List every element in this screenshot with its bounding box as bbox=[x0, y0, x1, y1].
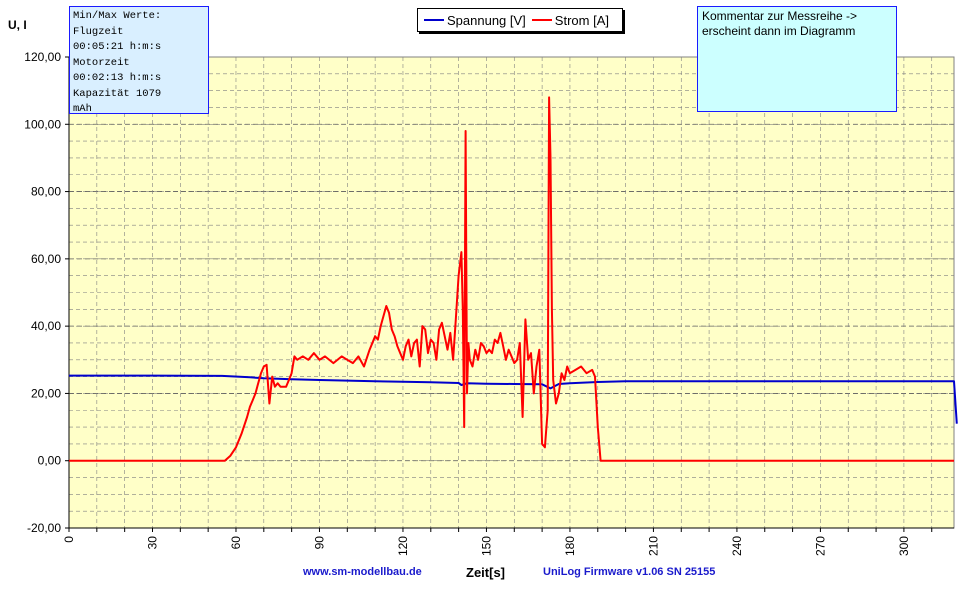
y-tick-label: 0,00 bbox=[38, 454, 62, 468]
comment-line-1: Kommentar zur Messreihe -> bbox=[702, 9, 858, 23]
x-tick-label: 240 bbox=[730, 536, 744, 556]
firmware-label: UniLog Firmware v1.06 SN 25155 bbox=[543, 566, 716, 578]
voltage-swatch bbox=[424, 19, 444, 21]
minmax-info-box: Min/Max Werte: Flugzeit 00:05:21 h:m:s M… bbox=[69, 6, 209, 115]
minmax-line: mAh bbox=[73, 103, 92, 115]
x-tick-label: 180 bbox=[563, 536, 577, 556]
x-tick-label: 300 bbox=[897, 536, 911, 556]
minmax-line: Min/Max Werte: bbox=[73, 10, 162, 22]
legend-label-current: Strom [A] bbox=[554, 12, 609, 28]
y-tick-label: 40,00 bbox=[31, 319, 61, 333]
website-label: www.sm-modellbau.de bbox=[303, 566, 422, 578]
legend-label-voltage: Spannung [V] bbox=[447, 12, 526, 28]
x-tick-label: 210 bbox=[646, 536, 660, 556]
x-tick-label: 60 bbox=[229, 536, 243, 550]
current-swatch bbox=[531, 19, 552, 21]
y-tick-label: 20,00 bbox=[31, 386, 61, 400]
minmax-line: 00:02:13 h:m:s bbox=[73, 72, 162, 84]
y-tick-label: 120,00 bbox=[24, 50, 61, 64]
y-tick-label: 60,00 bbox=[31, 252, 61, 266]
legend-item-voltage: Spannung [V] bbox=[424, 13, 526, 28]
x-tick-label: 30 bbox=[145, 536, 159, 550]
y-tick-label: 100,00 bbox=[24, 117, 61, 131]
comment-line-2: erscheint dann im Diagramm bbox=[702, 24, 856, 38]
x-tick-label: 120 bbox=[396, 536, 410, 556]
x-tick-label: 270 bbox=[813, 536, 827, 556]
legend: Spannung [V] Strom [A] bbox=[417, 8, 623, 32]
current-series-line bbox=[69, 96, 954, 462]
y-tick-label: -20,00 bbox=[27, 521, 61, 535]
x-axis-title: Zeit[s] bbox=[466, 565, 505, 580]
minmax-line: Kapazität 1079 bbox=[73, 87, 162, 100]
x-tick-label: 150 bbox=[479, 536, 493, 556]
minmax-line: Flugzeit bbox=[73, 25, 124, 38]
y-axis-title: U, I bbox=[8, 18, 27, 32]
comment-box: Kommentar zur Messreihe -> erscheint dan… bbox=[697, 6, 897, 112]
x-tick-label: 90 bbox=[312, 536, 326, 550]
legend-item-current: Strom [A] bbox=[531, 12, 609, 28]
y-tick-label: 80,00 bbox=[31, 185, 61, 199]
minmax-line: Motorzeit bbox=[73, 56, 130, 69]
x-tick-label: 0 bbox=[62, 536, 76, 543]
minmax-line: 00:05:21 h:m:s bbox=[73, 41, 162, 53]
